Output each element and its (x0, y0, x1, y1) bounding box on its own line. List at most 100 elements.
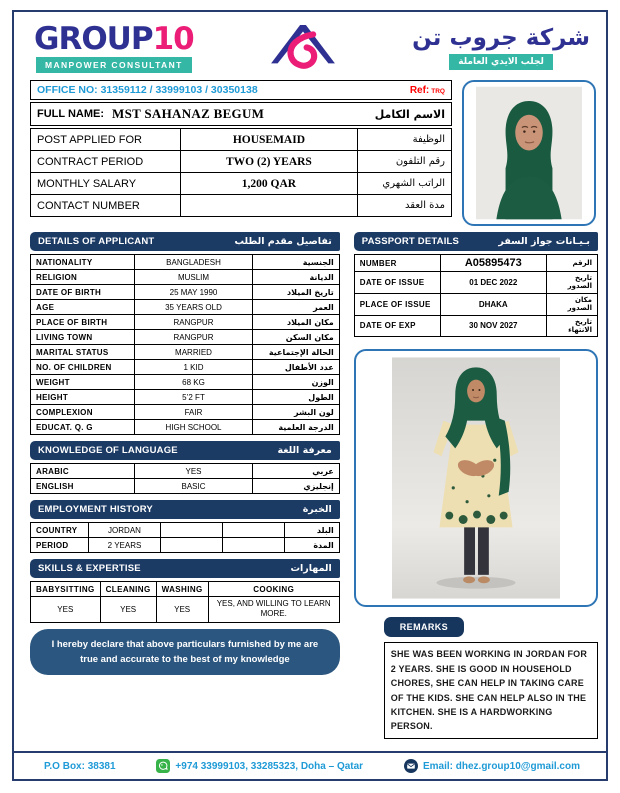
section-header-language: KNOWLEDGE OF LANGUAGE معرفة اللغة (30, 441, 340, 460)
field-label: PLACE OF ISSUE (353, 292, 441, 316)
table-row: YES YES YES YES, AND WILLING TO LEARN MO… (30, 596, 340, 623)
field-label: WEIGHT (30, 374, 135, 390)
skill-header: CLEANING (99, 581, 157, 597)
table-row: AGE 35 YEARS OLD العمر (30, 299, 340, 315)
field-label: AGE (30, 299, 135, 315)
field-value: 68 KG (134, 374, 253, 390)
full-name-row: FULL NAME: MST SAHANAZ BEGUM الاسم الكام… (30, 102, 452, 126)
company-logo-ar: شركة جروب تن لجلب الايدي العاملة (412, 25, 590, 70)
skill-header: COOKING (207, 581, 340, 597)
phone-text: +974 33999103, 33285323, Doha – Qatar (175, 760, 364, 772)
table-row: PLACE OF ISSUE DHAKA مكان الصدور (353, 292, 599, 316)
remarks-section: REMARKS SHE WAS BEEN WORKING IN JORDAN F… (383, 617, 598, 739)
email-text: Email: dhez.group10@gmail.com (422, 760, 580, 772)
office-number: OFFICE NO: 31359112 / 33999103 / 3035013… (37, 84, 258, 96)
skill-value: YES (99, 596, 157, 623)
email-icon (403, 759, 418, 773)
table-row: WEIGHT 68 KG الوزن (30, 374, 340, 390)
logo-group-text: GROUP (34, 20, 154, 57)
field-value: YES (134, 463, 253, 479)
field-arabic: الدرجة العلمية (252, 419, 340, 435)
section-title: EMPLOYMENT HISTORY (38, 504, 153, 515)
section-title-arabic: الخبرة (302, 504, 332, 515)
section-header-passport: PASSPORT DETAILS بـيـانات جواز السفر (353, 232, 598, 251)
field-arabic: عربي (252, 463, 340, 479)
header: GROUP10 MANPOWER CONSULTANT شركة جروب تن… (14, 12, 606, 80)
table-row: LIVING TOWN RANGPUR مكان السكن (30, 329, 340, 345)
field-label: EDUCAT. Q. G (30, 419, 135, 435)
table-row: ENGLISH BASIC إنجليزي (30, 478, 340, 494)
section-title: DETAILS OF APPLICANT (38, 236, 155, 247)
skills-table: BABYSITTING CLEANING WASHING COOKING YES… (30, 581, 340, 623)
field-value: DHAKA (439, 292, 547, 316)
field-arabic: لون البشر (252, 404, 340, 420)
field-value: MUSLIM (134, 269, 253, 285)
field-label: HEIGHT (30, 389, 135, 405)
full-name-label: FULL NAME: (37, 108, 105, 120)
job-value: TWO (2) YEARS (179, 150, 359, 173)
job-details-table: POST APPLIED FOR HOUSEMAID الوظيفة CONTR… (30, 128, 452, 217)
field-value: BANGLADESH (134, 254, 253, 270)
job-value: HOUSEMAID (179, 128, 359, 151)
whatsapp-icon (156, 759, 171, 773)
field-value: 5’2 FT (134, 389, 253, 405)
remarks-text: SHE WAS BEEN WORKING IN JORDAN FOR 2 YEA… (383, 642, 598, 739)
field-value: JORDAN (88, 522, 161, 538)
field-value: RANGPUR (134, 329, 253, 345)
field-label: PLACE OF BIRTH (30, 314, 135, 330)
footer: P.O Box: 38381 +974 33999103, 33285323, … (14, 751, 606, 779)
company-tagline-arabic: لجلب الايدي العاملة (449, 53, 553, 70)
field-label: DATE OF ISSUE (353, 271, 441, 294)
field-arabic: إنجليزي (252, 478, 340, 494)
company-name-arabic: شركة جروب تن (412, 25, 590, 52)
table-row: NO. OF CHILDREN 1 KID عدد الأطفال (30, 359, 340, 375)
empty-cell (222, 522, 285, 538)
section-header-skills: SKILLS & EXPERTISE المهارات (30, 559, 340, 578)
field-label: NATIONALITY (30, 254, 135, 270)
skill-value: YES (30, 596, 101, 623)
field-arabic: الرقم (545, 254, 599, 272)
field-label: ARABIC (30, 463, 135, 479)
table-row: CONTRACT PERIOD TWO (2) YEARS رقم التلفو… (30, 150, 452, 173)
field-value: 2 YEARS (88, 537, 161, 553)
logo-tagline: MANPOWER CONSULTANT (35, 56, 192, 73)
field-label: MARITAL STATUS (30, 344, 135, 360)
job-arabic: الراتب الشهري (357, 172, 452, 195)
field-label: DATE OF EXP (353, 314, 441, 338)
identity-block: OFFICE NO: 31359112 / 33999103 / 3035013… (30, 80, 452, 226)
table-row: MARITAL STATUS MARRIED الحالة الإجتماعية (30, 344, 340, 360)
field-arabic: الطول (252, 389, 340, 405)
section-title-arabic: بـيـانات جواز السفر (498, 236, 590, 247)
field-label: RELIGION (30, 269, 135, 285)
job-label: MONTHLY SALARY (30, 172, 181, 195)
field-value: BASIC (134, 478, 253, 494)
skill-value: YES, AND WILLING TO LEARN MORE. (207, 596, 340, 623)
field-arabic: مكان السكن (252, 329, 340, 345)
field-value: 25 MAY 1990 (134, 284, 253, 300)
field-label: COMPLEXION (30, 404, 135, 420)
table-row: DATE OF EXP 30 NOV 2027 تاريخ الانتهاء (353, 314, 599, 338)
skill-value: YES (155, 596, 209, 623)
field-value: 30 NOV 2027 (439, 314, 547, 338)
table-row: RELIGION MUSLIM الديانة (30, 269, 340, 285)
remarks-title: REMARKS (383, 617, 465, 638)
main-content: DETAILS OF APPLICANT تفاصيل مقدم الطلب N… (14, 226, 606, 751)
field-arabic: تاريخ الصدور (545, 271, 599, 294)
cv-document: GROUP10 MANPOWER CONSULTANT شركة جروب تن… (12, 10, 608, 781)
table-row: COMPLEXION FAIR لون البشر (30, 404, 340, 420)
job-value: 1,200 QAR (179, 172, 359, 195)
field-arabic: المدة (284, 537, 340, 553)
field-value: MARRIED (134, 344, 253, 360)
field-label: COUNTRY (30, 522, 89, 538)
ref-value: TRQ (431, 88, 445, 95)
field-value: 1 KID (134, 359, 253, 375)
section-title: KNOWLEDGE OF LANGUAGE (38, 445, 178, 456)
table-row: EDUCAT. Q. G HIGH SCHOOL الدرجة العلمية (30, 419, 340, 435)
field-arabic: العمر (252, 299, 340, 315)
logo-ten-text: 10 (152, 20, 195, 57)
field-arabic: تاريخ الميلاد (252, 284, 340, 300)
job-value (179, 194, 359, 217)
table-row: ARABIC YES عربي (30, 463, 340, 479)
field-arabic: الحالة الإجتماعية (252, 344, 340, 360)
house-swirl-logo-icon (266, 17, 340, 80)
